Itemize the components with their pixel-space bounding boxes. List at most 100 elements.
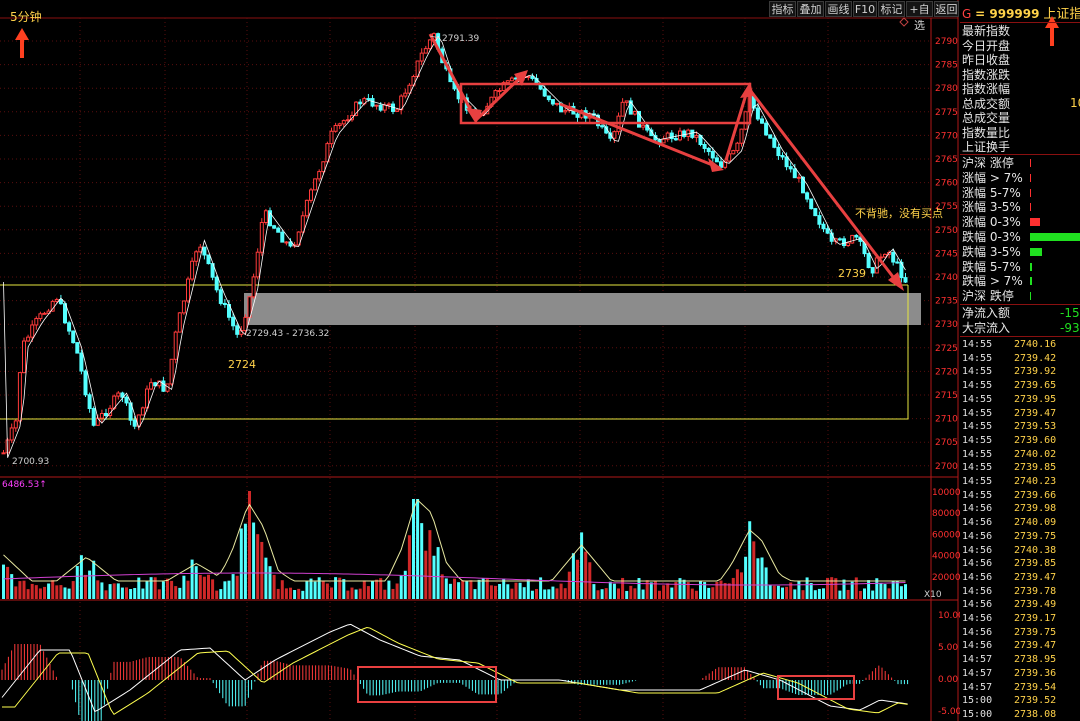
volume-bar [785, 586, 789, 599]
price-tick-label: 2760 [935, 179, 958, 189]
tick-row: 14:55 2739.65 [962, 379, 1056, 392]
volume-bar [170, 580, 174, 599]
mark-button[interactable]: 标记 [878, 1, 905, 17]
tick-time: 15:00 [962, 708, 993, 720]
candle-body [329, 130, 334, 145]
volume-bar [448, 583, 452, 599]
tick-time: 14:56 [962, 599, 993, 611]
candle-body [198, 246, 203, 253]
period-label[interactable]: 5分钟 [10, 9, 42, 24]
candle-body [161, 380, 166, 392]
breadth-bar [1030, 173, 1031, 182]
f10-button[interactable]: F10 [853, 1, 877, 17]
indicator-button[interactable]: 指标 [769, 1, 796, 17]
volume-bar [518, 582, 522, 599]
volume-bar [510, 588, 514, 599]
candle-body [366, 98, 371, 101]
tick-price: 2738.95 [1014, 654, 1057, 666]
volume-bar [522, 587, 526, 599]
tick-price: 2739.78 [1014, 585, 1057, 597]
volume-bar [71, 581, 75, 599]
candle-body [694, 135, 699, 138]
candle-body [620, 101, 625, 117]
candle-body [739, 128, 744, 144]
volume-bar [30, 583, 34, 599]
candle-body [243, 316, 248, 332]
volume-bar [678, 578, 682, 599]
volume-bar [22, 580, 26, 599]
volume-bar [276, 588, 280, 599]
volume-bar [797, 580, 801, 599]
volume-bar [137, 577, 141, 599]
volume-bar [781, 587, 784, 599]
volume-bar [822, 588, 825, 599]
tick-time: 14:56 [962, 503, 993, 515]
volume-bar [555, 588, 559, 599]
volume-bar [219, 589, 223, 599]
volume-bar [879, 582, 883, 599]
breadth-label: 涨幅 0-3% [962, 215, 1021, 230]
volume-bar [608, 581, 612, 599]
volume-bar [592, 584, 596, 599]
candle-body [358, 101, 363, 105]
candle-body [304, 199, 309, 217]
add-watchlist-button[interactable]: +自选 [906, 1, 933, 32]
candle-body [374, 104, 379, 107]
draw-line-button[interactable]: 画线 [825, 1, 852, 17]
volume-bar [149, 577, 153, 599]
back-button[interactable]: 返回 [934, 1, 959, 17]
volume-bar [243, 523, 247, 599]
tick-row: 14:55 2740.02 [962, 448, 1056, 461]
info-label: 上证换手 [962, 140, 1011, 154]
tick-price: 2740.02 [1014, 448, 1057, 460]
gap-range-label: 2729.43 - 2736.32 [246, 329, 329, 339]
price-tick-label: 2755 [935, 202, 958, 212]
volume-bar [51, 580, 55, 599]
volume-bar [63, 587, 67, 599]
candle-body [784, 156, 789, 168]
volume-bar [403, 570, 407, 599]
volume-bar [272, 574, 276, 599]
volume-bar [104, 590, 108, 599]
candle-body [386, 103, 391, 106]
volume-bar [34, 585, 38, 599]
price-tick-label: 2710 [935, 415, 958, 425]
volume-bar [530, 590, 534, 599]
volume-bar [280, 580, 284, 599]
volume-bar [268, 566, 272, 599]
volume-bar [293, 590, 297, 599]
price-tick-label: 2750 [935, 226, 958, 236]
volume-bar [674, 582, 678, 599]
volume-bar [14, 586, 18, 599]
volume-bar [116, 583, 120, 599]
candle-body [682, 130, 687, 137]
volume-bar [604, 588, 608, 599]
volume-bar [166, 578, 169, 599]
price-tick-label: 2765 [935, 155, 958, 165]
volume-bar [227, 580, 231, 599]
candle-body [673, 138, 678, 141]
volume-bar [334, 577, 338, 599]
candle-body [792, 168, 797, 179]
volume-tick-label: 80000 [932, 509, 960, 519]
price-tick-label: 2730 [935, 320, 958, 330]
info-label: 今日开盘 [962, 38, 1011, 53]
kline-chart[interactable]: 2790 2785 2780 2775 2770 2765 2760 2755 2750 2745… [0, 0, 960, 721]
volume-bar [207, 574, 210, 599]
candle-body [30, 324, 35, 338]
candle-body [276, 227, 281, 233]
volume-bar [551, 586, 555, 599]
volume-bar [719, 580, 723, 599]
volume-bar [129, 589, 133, 599]
label-2724: 2724 [228, 358, 256, 371]
ma-line [3, 35, 906, 458]
candle-body [222, 302, 227, 306]
diamond-icon[interactable] [899, 17, 909, 27]
volume-bar [321, 580, 325, 599]
market-prefix: G [962, 7, 972, 21]
candle-body [145, 388, 149, 409]
tick-price: 2739.47 [1014, 640, 1057, 652]
overlay-button[interactable]: 叠加 [797, 1, 824, 17]
volume-bar [690, 588, 694, 599]
tick-price: 2739.54 [1014, 681, 1057, 693]
